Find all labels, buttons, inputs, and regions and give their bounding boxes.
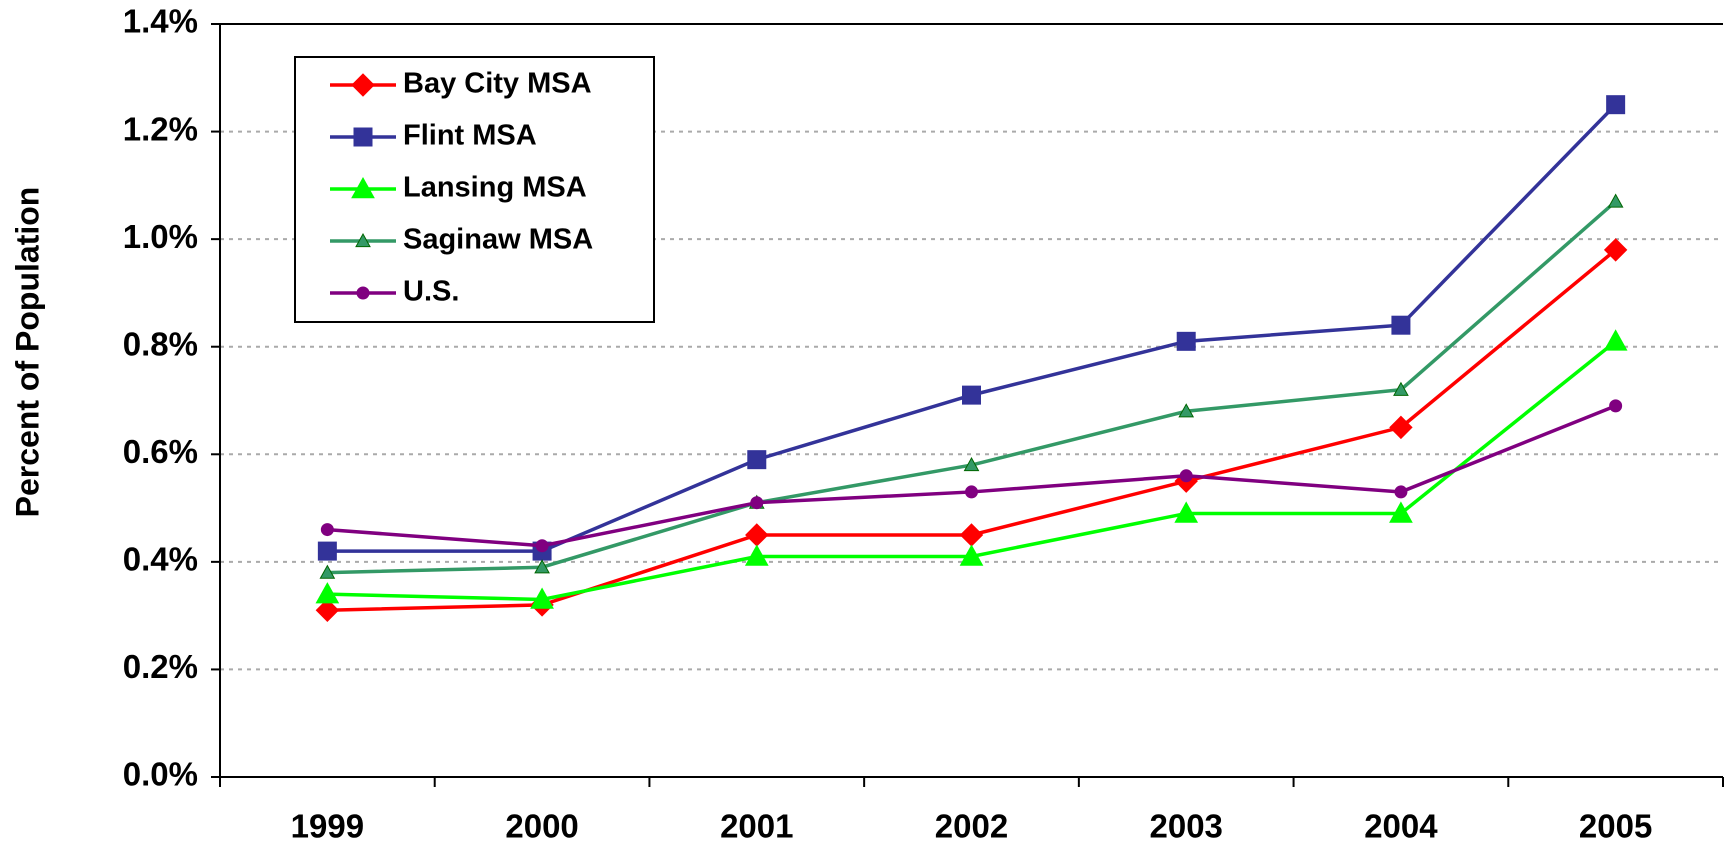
marker: [1389, 415, 1413, 440]
marker: [534, 559, 550, 574]
y-tick-label: 1.4%: [123, 3, 198, 40]
marker: [1178, 403, 1195, 418]
marker: [353, 127, 373, 147]
x-tick-label: 2000: [505, 808, 578, 845]
y-tick-label: 0.8%: [123, 325, 198, 362]
y-tick-label: 0.4%: [123, 541, 198, 578]
marker: [745, 523, 769, 547]
y-tick-label: 1.2%: [123, 110, 198, 147]
marker: [351, 176, 375, 199]
legend-label: Lansing MSA: [403, 172, 587, 204]
marker: [959, 544, 984, 566]
marker: [1607, 193, 1624, 208]
marker: [744, 544, 769, 566]
legend-label: Saginaw MSA: [403, 224, 593, 256]
y-tick-label: 0.0%: [123, 756, 198, 793]
marker: [959, 523, 984, 547]
legend-label: Bay City MSA: [403, 68, 592, 100]
marker: [1391, 315, 1411, 335]
marker: [319, 564, 336, 579]
marker: [750, 496, 764, 510]
x-tick-label: 2003: [1150, 808, 1223, 845]
marker: [356, 286, 370, 300]
x-tick-label: 1999: [291, 808, 364, 845]
marker: [1603, 329, 1628, 351]
x-tick-label: 2004: [1364, 808, 1438, 845]
marker: [1179, 469, 1193, 483]
marker: [1389, 501, 1413, 523]
x-tick-label: 2002: [935, 808, 1008, 845]
marker: [962, 385, 981, 405]
marker: [317, 541, 337, 561]
legend-label: U.S.: [403, 276, 459, 308]
marker: [1394, 485, 1408, 499]
marker: [530, 587, 554, 609]
y-tick-label: 0.2%: [123, 648, 198, 685]
marker: [315, 582, 340, 604]
marker: [351, 73, 375, 97]
marker: [1176, 331, 1196, 351]
marker: [1174, 501, 1199, 523]
y-axis-label: Percent of Population: [9, 187, 45, 518]
marker: [1609, 399, 1623, 413]
marker: [1606, 95, 1626, 115]
marker: [963, 457, 980, 472]
marker: [747, 450, 767, 470]
marker: [355, 232, 371, 248]
x-tick-label: 2001: [720, 808, 793, 845]
y-tick-label: 0.6%: [123, 433, 198, 470]
marker: [1603, 238, 1628, 262]
y-tick-label: 1.0%: [123, 218, 198, 255]
marker: [320, 523, 334, 537]
x-tick-label: 2005: [1579, 808, 1652, 845]
marker: [965, 485, 978, 499]
legend-label: Flint MSA: [403, 120, 537, 152]
marker: [535, 539, 549, 553]
marker: [1393, 381, 1409, 396]
marker: [315, 598, 340, 622]
